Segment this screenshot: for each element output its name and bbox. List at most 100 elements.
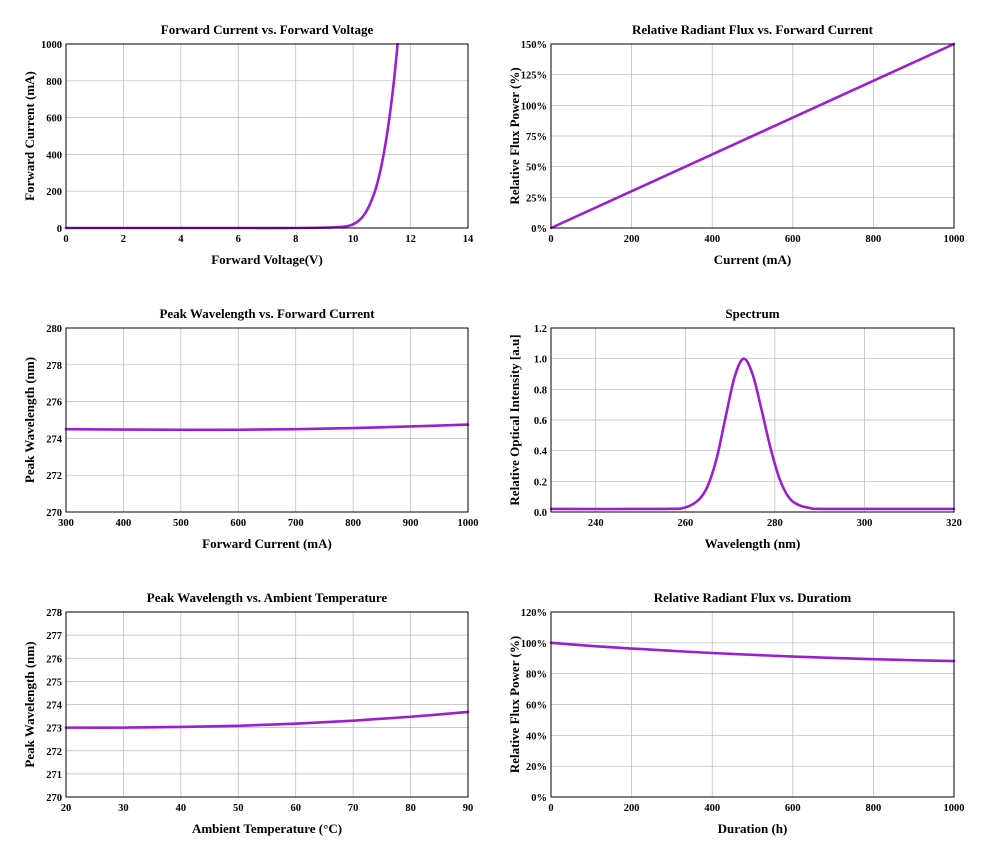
x-tick-label: 800: [866, 234, 882, 245]
y-tick-label: 50%: [526, 163, 547, 174]
x-tick-label: 400: [704, 234, 720, 245]
series-line: [64, 710, 470, 729]
y-axis-label: Forward Current (mA): [22, 71, 37, 201]
chart-panel-1: 0 2 4 6 8 10 12 14 0 200 400 600 800 1000 Forward Curr…: [22, 22, 474, 267]
y-tick-label: 272: [46, 747, 62, 758]
x-tick-label: 60: [290, 803, 301, 814]
x-tick-label: 0: [548, 803, 553, 814]
series-line: [64, 423, 470, 432]
y-tick-label: 0.0: [534, 508, 547, 519]
y-tick-label: 200: [46, 187, 62, 198]
x-tick-label: 0: [548, 234, 553, 245]
y-tick-label: 75%: [526, 132, 547, 143]
chart-panel-5: 20 30 40 50 60 70 80 90 270 271 272 273 274 275 276 277…: [22, 590, 473, 836]
x-tick-label: 10: [348, 234, 359, 245]
chart-title: Forward Current vs. Forward Voltage: [161, 22, 374, 37]
x-tick-label: 90: [463, 803, 474, 814]
y-tick-label: 271: [46, 770, 62, 781]
chart-panel-2: 0 200 400 600 800 1000 0% 25% 50% 75% 100% 125% 150%…: [507, 22, 965, 267]
plot-frame: [550, 43, 955, 229]
y-tick-label: 800: [46, 77, 62, 88]
y-tick-label: 278: [46, 608, 62, 619]
chart-title: Relative Radiant Flux vs. Forward Curren…: [632, 22, 874, 37]
y-tick-label: 1000: [41, 40, 62, 51]
y-axis-label: Relative Optical Intensity [a.u]: [507, 334, 522, 505]
y-tick-label: 273: [46, 724, 62, 735]
series-line: [549, 42, 956, 230]
x-axis-label: Current (mA): [714, 252, 791, 267]
y-tick-label: 0.2: [534, 477, 547, 488]
x-tick-label: 0: [63, 234, 68, 245]
x-tick-label: 200: [624, 803, 640, 814]
y-tick-label: 80%: [526, 670, 547, 681]
x-tick-label: 400: [704, 803, 720, 814]
x-tick-label: 12: [405, 234, 416, 245]
x-tick-label: 1000: [944, 234, 965, 245]
y-tick-label: 274: [46, 701, 63, 712]
y-tick-label: 0.6: [534, 416, 547, 427]
y-axis-label: Peak Wavelength (nm): [22, 357, 37, 483]
y-tick-label: 125%: [521, 71, 547, 82]
x-tick-label: 4: [178, 234, 184, 245]
x-axis-label: Ambient Temperature (°C): [192, 821, 342, 836]
y-tick-label: 0.4: [534, 447, 548, 458]
x-tick-label: 300: [58, 518, 74, 529]
plot-frame: [550, 327, 955, 513]
x-tick-label: 2: [121, 234, 126, 245]
chart-panel-3: 300 400 500 600 700 800 900 1000 270 272 274 276 278…: [22, 306, 479, 551]
chart-title: Relative Radiant Flux vs. Duratiom: [654, 590, 852, 605]
plot-frame: [65, 327, 469, 513]
x-tick-label: 1000: [458, 518, 479, 529]
chart-panel-4: 240 260 280 300 320 0.0 0.2 0.4 0.6 0.8 1.0 1.2 Spec…: [507, 306, 962, 551]
x-tick-label: 260: [677, 518, 693, 529]
plot-frame: [65, 43, 469, 229]
plot-frame: [65, 611, 469, 798]
y-tick-label: 60%: [526, 701, 547, 712]
x-tick-label: 600: [785, 803, 801, 814]
x-tick-label: 14: [463, 234, 474, 245]
x-tick-label: 8: [293, 234, 298, 245]
x-tick-label: 900: [403, 518, 419, 529]
x-axis-label: Wavelength (nm): [705, 536, 801, 551]
y-tick-label: 0%: [531, 793, 547, 804]
x-tick-label: 280: [767, 518, 783, 529]
y-tick-label: 270: [46, 508, 62, 519]
x-tick-label: 400: [116, 518, 132, 529]
x-tick-label: 300: [857, 518, 873, 529]
y-tick-label: 276: [46, 654, 62, 665]
y-tick-label: 20%: [526, 762, 547, 773]
y-tick-label: 0: [57, 224, 62, 235]
y-tick-label: 278: [46, 361, 62, 372]
y-axis-label: Relative Flux Power (%): [507, 67, 522, 204]
y-tick-label: 1.0: [534, 355, 547, 366]
x-tick-label: 70: [348, 803, 359, 814]
series-line: [549, 641, 956, 663]
y-tick-label: 400: [46, 150, 62, 161]
y-tick-label: 25%: [526, 193, 547, 204]
y-tick-label: 274: [46, 434, 63, 445]
plot-frame: [550, 611, 955, 798]
x-axis-label: Duration (h): [718, 821, 788, 836]
x-tick-label: 240: [588, 518, 604, 529]
y-tick-label: 0%: [531, 224, 547, 235]
x-tick-label: 600: [785, 234, 801, 245]
chart-panel-6: 0 200 400 600 800 1000 0% 20% 40% 60% 80% 100% 120% R…: [507, 590, 965, 836]
y-axis-label: Peak Wavelength (nm): [22, 641, 37, 767]
y-tick-label: 272: [46, 471, 62, 482]
y-tick-label: 280: [46, 324, 62, 335]
chart-title: Peak Wavelength vs. Ambient Temperature: [147, 590, 388, 605]
plot-area: [66, 44, 468, 228]
y-tick-label: 276: [46, 398, 62, 409]
y-axis-label: Relative Flux Power (%): [507, 636, 522, 773]
y-tick-label: 150%: [521, 40, 547, 51]
y-tick-label: 277: [46, 631, 62, 642]
x-axis-label: Forward Current (mA): [202, 536, 332, 551]
x-tick-label: 800: [345, 518, 361, 529]
x-tick-label: 320: [946, 518, 962, 529]
chart-title: Spectrum: [725, 306, 779, 321]
y-tick-label: 100%: [521, 639, 547, 650]
plot-area: [66, 328, 468, 512]
x-tick-label: 1000: [944, 803, 965, 814]
x-axis-label: Forward Voltage(V): [211, 252, 323, 267]
